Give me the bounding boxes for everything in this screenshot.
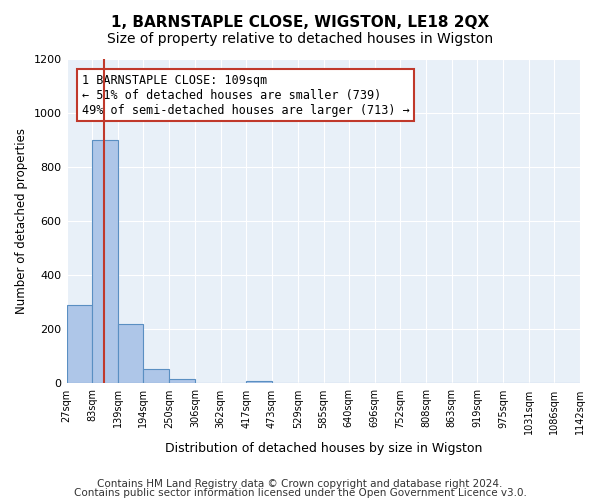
Text: Contains HM Land Registry data © Crown copyright and database right 2024.: Contains HM Land Registry data © Crown c… (97, 479, 503, 489)
Bar (67, 305, 92, 384)
Bar (143, 370, 169, 384)
Text: Size of property relative to detached houses in Wigston: Size of property relative to detached ho… (107, 32, 493, 46)
Text: 1 BARNSTAPLE CLOSE: 109sqm
← 51% of detached houses are smaller (739)
49% of sem: 1 BARNSTAPLE CLOSE: 109sqm ← 51% of deta… (82, 74, 410, 116)
Bar (246, 380, 272, 384)
X-axis label: Distribution of detached houses by size in Wigston: Distribution of detached houses by size … (164, 442, 482, 455)
Text: 1, BARNSTAPLE CLOSE, WIGSTON, LE18 2QX: 1, BARNSTAPLE CLOSE, WIGSTON, LE18 2QX (111, 15, 489, 30)
Y-axis label: Number of detached properties: Number of detached properties (15, 128, 28, 314)
Bar (118, 324, 143, 384)
Bar (92, 140, 118, 384)
Bar (169, 380, 195, 384)
Text: Contains public sector information licensed under the Open Government Licence v3: Contains public sector information licen… (74, 488, 526, 498)
